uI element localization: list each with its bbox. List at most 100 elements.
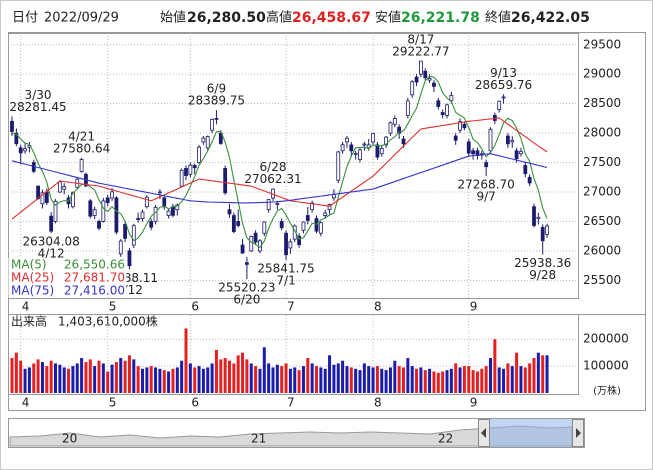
- volume-bar: [380, 368, 384, 393]
- candle-body: [501, 96, 506, 99]
- volume-bar: [323, 368, 327, 393]
- volume-bar: [219, 359, 223, 393]
- moving-average-line: [11, 75, 548, 249]
- legend-name: MA(5): [11, 258, 47, 272]
- candle-body: [214, 117, 219, 120]
- candle-body: [62, 186, 67, 190]
- candle-body: [275, 203, 280, 205]
- volume-bar: [214, 349, 218, 393]
- candle-body: [545, 225, 549, 235]
- y-tick-label: 29000: [583, 67, 621, 81]
- volume-bar: [262, 347, 266, 393]
- volume-bar: [288, 368, 292, 393]
- volume-bar: [149, 366, 153, 393]
- volume-bar: [36, 359, 40, 393]
- volume-bar: [249, 363, 253, 393]
- annotation-date: 9/13: [490, 66, 517, 80]
- volume-bar: [23, 368, 27, 393]
- y-tick-label: 28000: [583, 126, 621, 140]
- candle-body: [397, 126, 402, 134]
- candle-body: [249, 236, 254, 252]
- candle-body: [253, 232, 258, 243]
- volume-bar: [145, 367, 149, 393]
- candle-body: [166, 210, 171, 216]
- candle-body: [514, 150, 519, 160]
- volume-bar: [241, 352, 245, 393]
- volume-bar: [228, 360, 231, 393]
- candle-body: [110, 191, 114, 199]
- y-tick-label: 26500: [583, 214, 621, 228]
- volume-bar: [319, 367, 323, 393]
- x-tick-label: 9: [470, 396, 478, 410]
- legend-name: MA(75): [11, 284, 54, 298]
- volume-bar: [223, 358, 227, 393]
- candle-body: [36, 185, 40, 199]
- candle-body: [227, 209, 232, 215]
- price-panel: [8, 33, 579, 299]
- volume-bar: [336, 363, 340, 393]
- volume-bar: [62, 367, 66, 393]
- candle-body: [175, 204, 180, 211]
- candle-body: [340, 144, 345, 152]
- annotation-price: 28659.76: [475, 78, 532, 92]
- candle-body: [218, 132, 223, 144]
- volume-bar: [141, 368, 144, 393]
- volume-bar: [449, 368, 453, 393]
- high-label: 高値: [266, 10, 292, 26]
- candle-body: [101, 200, 106, 222]
- candle-body: [318, 222, 323, 234]
- candle-body: [423, 70, 428, 79]
- annotation-date: 7/1: [276, 274, 295, 288]
- candle-body: [536, 216, 541, 219]
- candle-body: [432, 82, 436, 87]
- marks: 3/3028281.454/1226304.084/2127580.645/12…: [9, 33, 571, 393]
- volume-bar: [58, 364, 62, 393]
- candle-body: [505, 135, 510, 145]
- annotation-date: 6/9: [207, 82, 226, 96]
- candle-body: [171, 206, 175, 216]
- legend: MA(5) 26,550.66 MA(25) 27,681.70 MA(75) 27,41…: [8, 258, 127, 298]
- volume-bar: [180, 360, 184, 393]
- y-tick-label: 29500: [583, 37, 621, 51]
- volume-bar: [432, 371, 436, 393]
- navigator[interactable]: 20 21 22: [8, 418, 585, 448]
- volume-bar: [88, 359, 92, 393]
- volume-bar: [388, 367, 392, 393]
- volume-bar: [45, 366, 49, 393]
- candle-body: [427, 77, 432, 81]
- moving-average-line: [11, 117, 548, 220]
- annotation-date: 3/30: [25, 88, 52, 102]
- volume-bar: [267, 363, 271, 393]
- volume-bar: [284, 363, 288, 393]
- navigator-window[interactable]: [490, 419, 572, 447]
- y-tick-label: 27500: [583, 155, 621, 169]
- open-value: 26,280.50: [187, 10, 266, 26]
- navigator-year: 21: [251, 432, 266, 446]
- candle-body: [49, 215, 54, 232]
- y-tick-label: 27000: [583, 185, 621, 199]
- annotation-price: 26304.08: [23, 234, 80, 248]
- moving-average-line: [11, 153, 548, 204]
- volume-bar: [245, 359, 249, 393]
- candle-body: [345, 137, 349, 143]
- candle-body: [153, 206, 158, 222]
- volume-bar: [49, 360, 53, 393]
- volume-bar: [136, 366, 140, 393]
- candle-body: [18, 147, 23, 154]
- volume-bar: [101, 363, 105, 393]
- candle-body: [471, 150, 476, 155]
- x-tick-label: 7: [287, 396, 295, 410]
- x-tick-label: 5: [109, 300, 117, 314]
- volume-bar: [410, 366, 414, 393]
- candle-body: [149, 221, 154, 228]
- legend-value: 27,416.00: [64, 284, 125, 298]
- open-label: 始値: [160, 10, 186, 26]
- volume-bar: [210, 363, 214, 393]
- candle-body: [392, 118, 397, 125]
- volume-bar: [358, 370, 362, 393]
- legend-value: 27,681.70: [64, 271, 125, 285]
- low-label: 安値: [375, 10, 401, 26]
- volume-bar: [349, 367, 353, 393]
- volume-bar: [297, 370, 301, 393]
